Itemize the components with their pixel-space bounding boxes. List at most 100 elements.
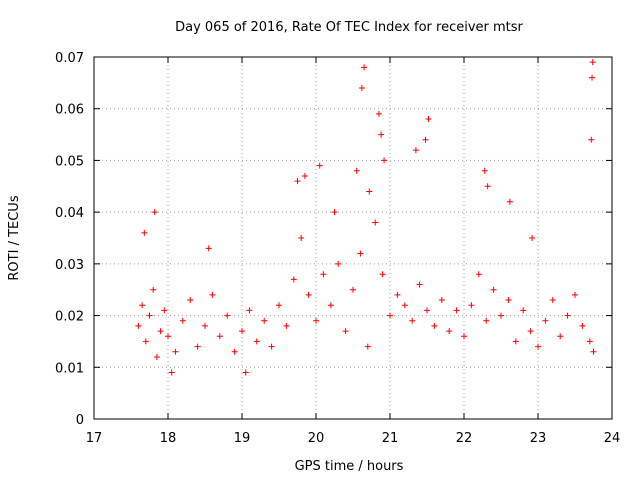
data-point [483, 317, 490, 324]
data-point [422, 136, 429, 143]
data-point [305, 291, 312, 298]
data-point [168, 369, 175, 376]
grid-lines [94, 57, 612, 419]
x-tick-label: 19 [234, 431, 251, 446]
data-point [142, 338, 149, 345]
data-point [424, 307, 430, 314]
data-point [320, 271, 327, 278]
x-tick-label: 21 [382, 431, 399, 446]
data-point [409, 317, 416, 324]
data-point [378, 131, 385, 138]
data-point [490, 286, 497, 293]
x-axis-label: GPS time / hours [295, 459, 404, 474]
data-point [205, 245, 212, 252]
data-point [529, 235, 536, 241]
data-point [535, 343, 541, 350]
data-point [468, 302, 475, 309]
data-point [150, 286, 157, 293]
data-point [549, 297, 556, 304]
y-tick-label: 0.04 [55, 206, 84, 221]
data-point [357, 250, 364, 257]
data-point [588, 136, 595, 143]
x-tick-label: 20 [308, 431, 325, 446]
data-point [331, 209, 338, 216]
data-points [135, 59, 597, 376]
data-point [231, 348, 238, 355]
data-point [589, 74, 596, 81]
data-point [572, 291, 578, 298]
data-point [564, 312, 571, 319]
data-point [461, 333, 467, 340]
data-point [283, 322, 290, 329]
data-point [276, 302, 282, 309]
data-point [187, 297, 194, 304]
data-point [527, 328, 534, 335]
data-point [381, 157, 388, 164]
data-point [246, 307, 253, 314]
data-point [268, 343, 275, 350]
x-tick-label: 17 [86, 431, 103, 446]
data-point [261, 317, 268, 324]
data-point [394, 291, 401, 298]
data-point [375, 110, 382, 117]
y-axis-ticks: 0 0.01 0.02 0.03 0.04 0.05 0.06 0.07 [55, 51, 612, 428]
data-point [353, 167, 360, 174]
data-point [475, 271, 482, 278]
y-tick-label: 0.06 [55, 103, 84, 118]
data-point [506, 198, 513, 205]
data-point [589, 59, 596, 66]
data-point [141, 229, 148, 236]
y-tick-label: 0 [76, 413, 84, 428]
data-point [224, 312, 231, 319]
data-point [520, 307, 527, 314]
data-point [290, 276, 297, 283]
data-point [372, 219, 379, 226]
data-point [342, 328, 349, 335]
data-point [557, 333, 564, 340]
data-point [139, 302, 146, 309]
x-tick-label: 24 [604, 431, 621, 446]
data-point [361, 64, 368, 71]
data-point [335, 260, 342, 267]
data-point [209, 291, 216, 298]
data-point [316, 162, 323, 169]
x-tick-label: 22 [456, 431, 473, 446]
data-point [146, 312, 153, 319]
data-point [586, 338, 593, 345]
data-point [153, 353, 160, 360]
y-tick-label: 0.02 [55, 310, 84, 325]
y-tick-label: 0.07 [55, 51, 84, 66]
data-point [242, 369, 249, 376]
data-point [425, 116, 432, 123]
x-tick-label: 18 [160, 431, 177, 446]
y-tick-label: 0.05 [55, 154, 84, 169]
data-point [202, 322, 208, 329]
data-point [387, 312, 393, 319]
data-point [165, 333, 171, 340]
data-point [350, 286, 356, 293]
data-point [313, 317, 319, 324]
y-tick-label: 0.03 [55, 258, 84, 273]
data-point [194, 343, 201, 350]
data-point [216, 333, 223, 340]
data-point [379, 271, 386, 278]
data-point [358, 85, 365, 92]
x-axis-ticks: 17 18 19 20 21 22 23 24 [86, 57, 621, 446]
data-point [416, 281, 423, 288]
data-point [135, 322, 142, 329]
data-point [364, 343, 371, 350]
data-point [301, 172, 308, 179]
data-point [446, 328, 453, 335]
data-point [172, 348, 179, 355]
data-point [579, 322, 586, 329]
data-point [453, 307, 460, 314]
data-point [542, 317, 549, 324]
data-point [512, 338, 519, 345]
data-point [294, 178, 301, 185]
data-point [327, 302, 334, 309]
data-point [401, 302, 408, 309]
data-point [481, 167, 488, 174]
data-point [484, 183, 491, 190]
